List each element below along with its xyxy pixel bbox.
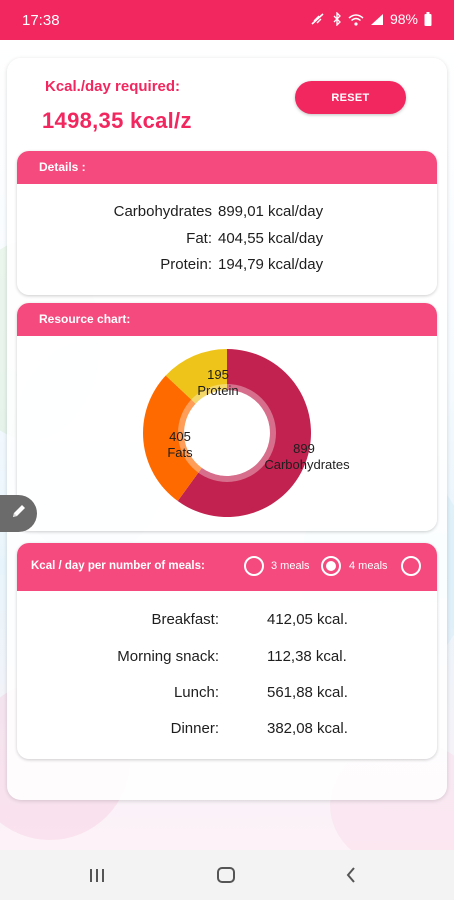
status-icons: 98% xyxy=(310,11,432,27)
detail-value: 194,79 kcal/day xyxy=(218,256,324,273)
system-nav-bar xyxy=(0,850,454,900)
radio-3-meals-label[interactable]: 3 meals xyxy=(271,560,310,572)
meal-value: 561,88 kcal. xyxy=(267,684,348,701)
home-icon xyxy=(217,867,235,883)
detail-value: 899,01 kcal/day xyxy=(218,203,324,220)
donut-name-label: Protein xyxy=(197,383,238,398)
back-icon xyxy=(346,867,355,883)
resource-chart-header: Resource chart: xyxy=(17,303,437,336)
kcal-required-label: Kcal./day required: xyxy=(45,78,181,95)
recent-apps-button[interactable] xyxy=(88,866,106,889)
meal-label: Lunch: xyxy=(173,684,219,701)
pencil-icon xyxy=(10,502,28,525)
donut-slice-protein xyxy=(165,349,227,404)
donut-inner-ring xyxy=(178,384,276,482)
recent-apps-icon xyxy=(90,869,104,882)
donut-slice-fats xyxy=(143,375,202,502)
meal-row-morning-snack: Morning snack: 112,38 kcal. xyxy=(17,648,437,668)
meal-row-breakfast: Breakfast: 412,05 kcal. xyxy=(17,611,437,631)
meal-row-lunch: Lunch: 561,88 kcal. xyxy=(17,684,437,704)
meal-value: 382,08 kcal. xyxy=(267,720,348,737)
radio-4-meals[interactable] xyxy=(321,556,341,576)
detail-row-protein: Protein: 194,79 kcal/day xyxy=(17,256,437,276)
mute-icon xyxy=(310,12,326,26)
detail-label: Fat: xyxy=(186,230,212,247)
status-bar: 17:38 98% xyxy=(0,0,454,40)
status-time: 17:38 xyxy=(22,12,60,29)
bluetooth-icon xyxy=(332,12,342,26)
meals-header: Kcal / day per number of meals: xyxy=(17,543,437,591)
detail-value: 404,55 kcal/day xyxy=(218,230,324,247)
details-panel: Details : xyxy=(17,151,437,295)
meal-label: Morning snack: xyxy=(117,648,219,665)
detail-row-carbohydrates: Carbohydrates 899,01 kcal/day xyxy=(17,203,437,223)
meal-row-dinner: Dinner: 382,08 kcal. xyxy=(17,720,437,740)
donut-name-label: Carbohydrates xyxy=(264,457,350,472)
meals-panel: Kcal / day per number of meals: xyxy=(17,543,437,759)
radio-3-meals[interactable] xyxy=(244,556,264,576)
donut-name-label: Fats xyxy=(167,445,193,460)
edit-button[interactable] xyxy=(0,495,37,532)
donut-slice-carbohydrates xyxy=(177,349,311,517)
meal-label: Dinner: xyxy=(170,720,219,737)
radio-more-meals[interactable] xyxy=(401,556,421,576)
kcal-required-value: 1498,35 kcal/z xyxy=(42,108,192,133)
donut-value-label: 899 xyxy=(293,441,315,456)
donut-value-label: 195 xyxy=(207,367,229,382)
home-button[interactable] xyxy=(216,866,236,889)
resource-chart-panel: Resource chart: 899 Carbohydrates 405 Fats 1… xyxy=(17,303,437,531)
battery-icon xyxy=(424,12,432,26)
signal-icon xyxy=(370,13,384,26)
details-header: Details : xyxy=(17,151,437,184)
wifi-icon xyxy=(348,13,364,26)
meal-value: 412,05 kcal. xyxy=(267,611,348,628)
radio-4-meals-label[interactable]: 4 meals xyxy=(349,560,388,572)
meal-label: Breakfast: xyxy=(151,611,219,628)
meal-value: 112,38 kcal. xyxy=(267,648,347,665)
back-button[interactable] xyxy=(344,866,358,889)
battery-percent: 98% xyxy=(389,11,418,27)
reset-button[interactable]: RESET xyxy=(295,81,406,114)
detail-label: Carbohydrates xyxy=(113,203,212,220)
detail-label: Protein: xyxy=(160,256,212,273)
detail-row-fat: Fat: 404,55 kcal/day xyxy=(17,230,437,250)
donut-value-label: 405 xyxy=(169,429,191,444)
